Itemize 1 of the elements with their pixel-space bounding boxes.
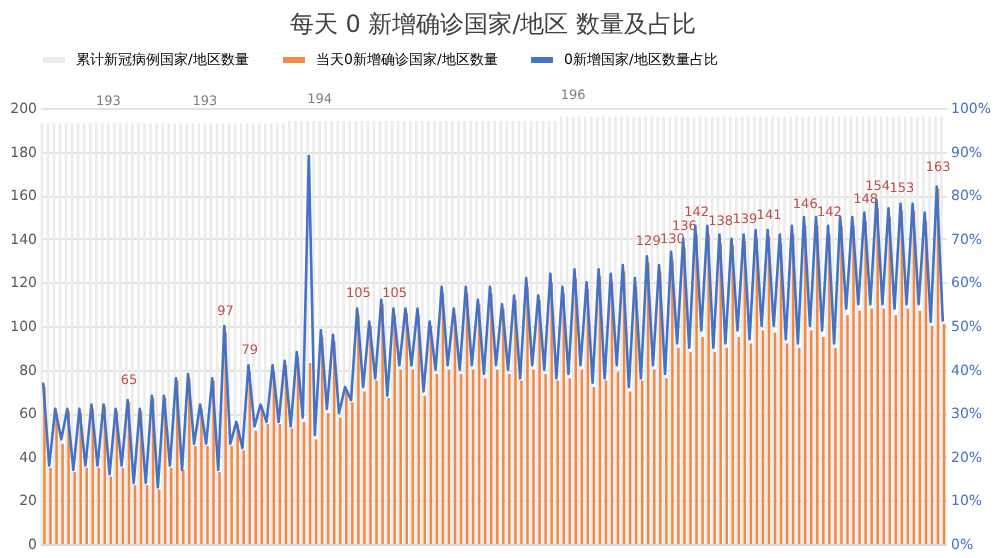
chart-title: 每天 0 新增确诊国家/地区 数量及占比: [289, 10, 697, 38]
